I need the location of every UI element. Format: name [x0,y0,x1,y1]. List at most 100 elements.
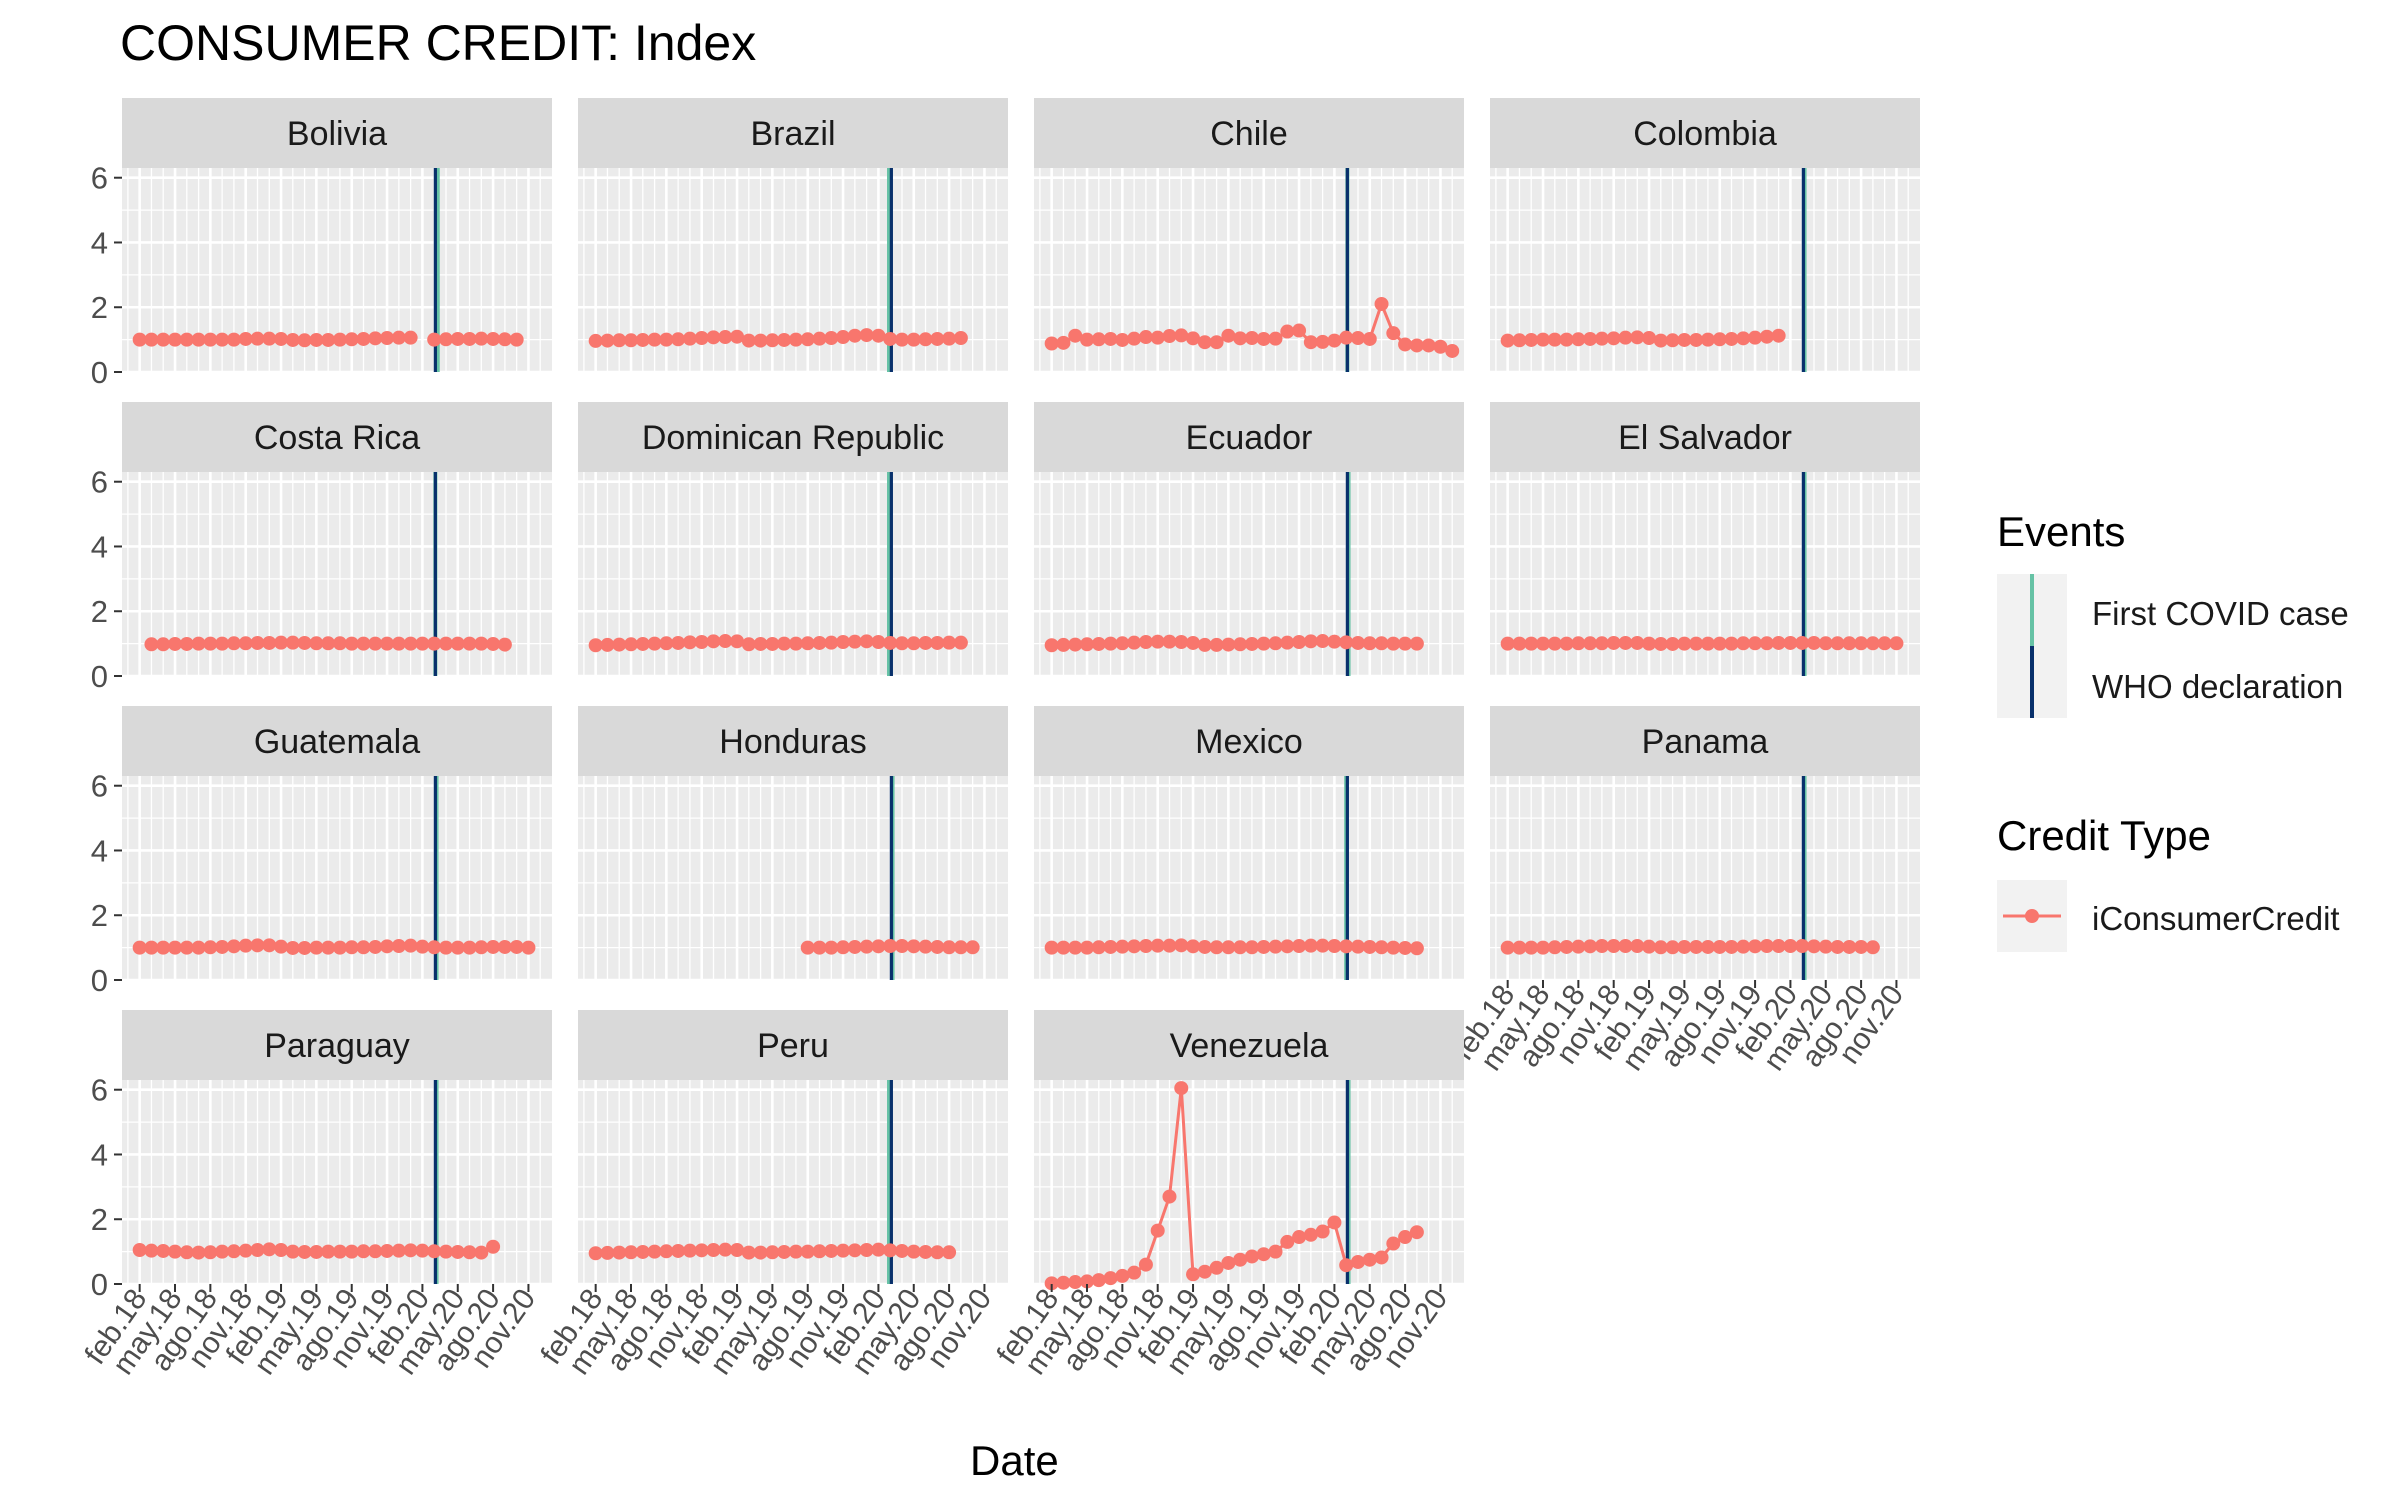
panel-peru: Perufeb.18may.18ago.18nov.18feb.19may.19… [535,1010,1008,1381]
data-point [285,635,300,650]
strip-chile [1034,98,1464,168]
data-point [238,331,253,346]
y-tick-label: 6 [91,465,108,500]
data-point [1350,939,1365,954]
data-point [1056,940,1071,955]
y-tick-label: 0 [91,1267,108,1302]
strip-mexico [1034,706,1464,776]
data-point [1409,941,1424,956]
data-point [1315,334,1330,349]
data-point [415,636,430,651]
data-point [894,636,909,651]
data-point [203,940,218,955]
data-point [1138,635,1153,649]
data-point [344,940,359,955]
data-point [1221,637,1236,652]
panel-el-salvador: El Salvador [1490,402,1920,678]
data-point [1536,940,1551,955]
data-point [1618,330,1633,345]
data-point [309,332,324,347]
data-point [1748,636,1763,651]
data-point [438,636,453,651]
data-point [894,939,909,953]
legend-item-iconsumercredit: iConsumerCredit [2092,900,2340,937]
data-point [682,331,697,346]
data-point [179,1245,194,1260]
data-point [1209,940,1224,955]
data-point [1700,939,1715,954]
panel-colombia: Colombia [1490,98,1920,374]
data-point [1186,939,1201,954]
strip-ecuador [1034,402,1464,472]
legend-key-point-iconsumercredit [2025,909,2039,923]
legend [1997,574,2067,952]
strip-paraguay [122,1010,552,1080]
data-point [1221,940,1236,955]
data-point [427,332,442,347]
data-point [285,1244,300,1259]
data-point [671,1243,686,1258]
data-point [215,332,230,347]
data-point [1665,636,1680,651]
data-point [427,1244,442,1259]
data-point [1339,330,1354,345]
data-point [659,332,674,347]
y-tick-label: 4 [91,1137,108,1172]
data-point [332,1244,347,1259]
data-point [203,636,218,651]
data-point [718,330,733,345]
data-point [1500,636,1515,651]
data-point [168,636,183,651]
data-point [1700,332,1715,347]
data-point [812,331,827,346]
legend-item-who-declaration: WHO declaration [2092,668,2344,705]
data-point [450,636,465,651]
data-point [694,635,709,649]
data-point [1374,636,1389,651]
data-point [1044,940,1059,955]
data-point [321,636,336,651]
data-point [1068,637,1083,652]
data-point [1080,940,1095,955]
data-point [415,1243,430,1258]
data-point [883,635,898,650]
data-point [659,636,674,651]
data-point [1653,636,1668,651]
data-point [1512,636,1527,651]
data-point [1233,940,1248,955]
data-point [741,637,756,652]
data-point [741,333,756,348]
data-point [1244,636,1259,651]
data-point [1350,331,1365,345]
data-point [215,939,230,954]
data-point [309,1244,324,1259]
data-point [427,636,442,651]
strip-panama [1490,706,1920,776]
panel-panama: Panamafeb.18may.18ago.18nov.18feb.19may.… [1447,706,1920,1077]
data-point [1559,636,1574,651]
strip-el-salvador [1490,402,1920,472]
data-point [1209,335,1224,350]
data-point [859,939,874,954]
data-point [1080,332,1095,347]
data-point [942,1245,957,1260]
data-point [179,940,194,955]
data-point [706,634,721,649]
data-point [1280,939,1295,954]
data-point [1350,635,1365,650]
data-point [226,1244,241,1259]
data-point [215,1244,230,1259]
data-point [1606,331,1621,346]
data-point [718,634,733,649]
data-point [588,333,603,348]
data-point [1303,938,1318,953]
data-point [1362,1252,1377,1267]
data-point [682,1243,697,1258]
data-point [203,1245,218,1260]
data-point [1374,297,1389,311]
data-point [1197,1264,1212,1279]
data-point [1056,637,1071,652]
data-point [1186,635,1201,650]
data-point [1748,330,1763,345]
data-point [1594,636,1609,651]
